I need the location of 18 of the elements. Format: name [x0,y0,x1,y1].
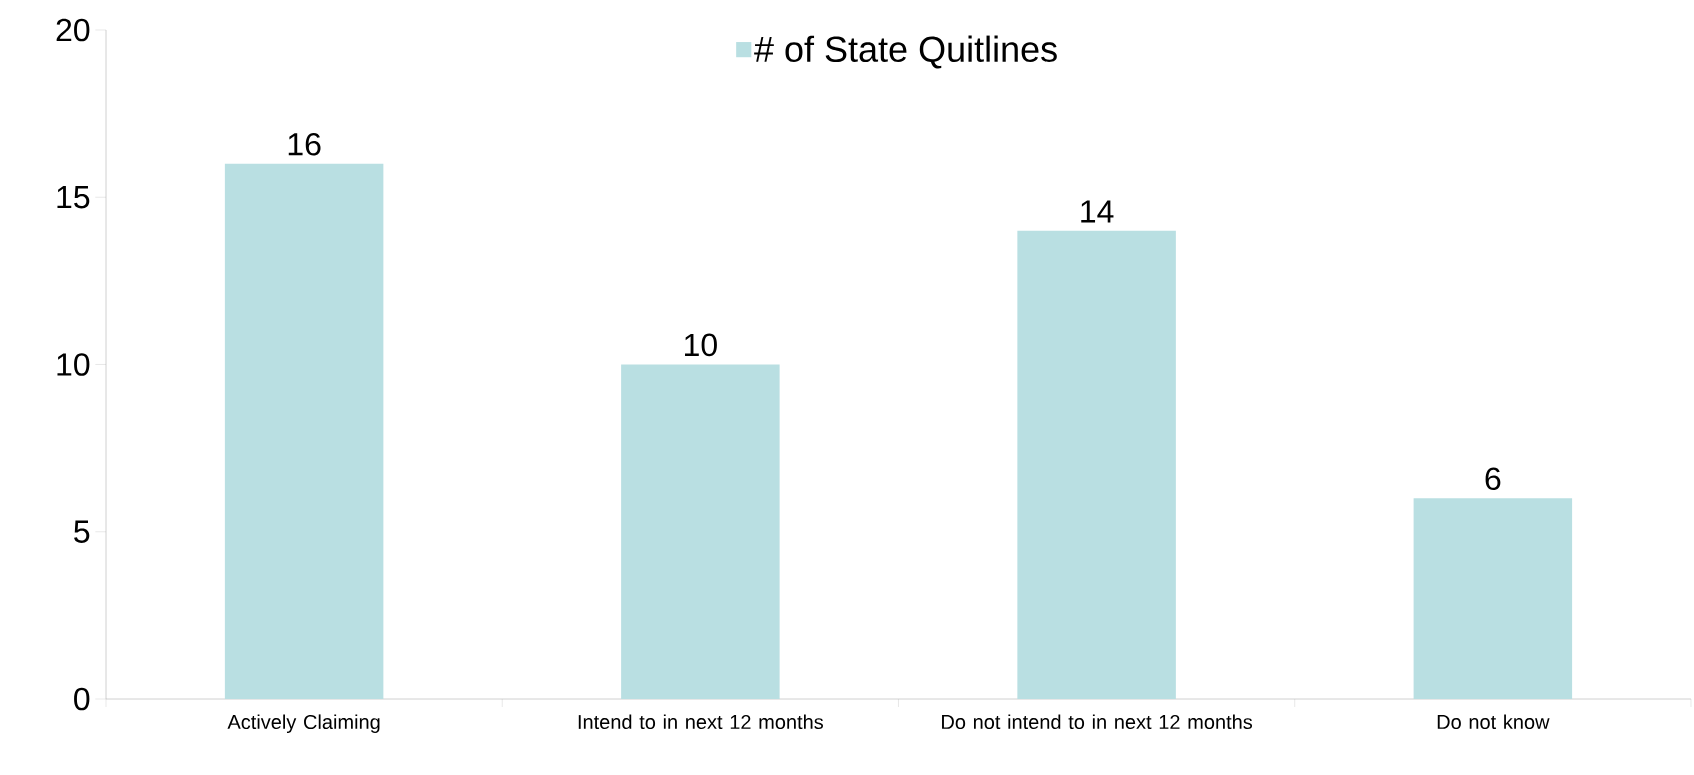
data-label: 6 [1485,467,1501,491]
bar [1413,498,1573,699]
data-label: 16 [288,132,321,156]
y-tick-label: 20 [56,18,90,42]
y-tick-label: 10 [57,353,90,376]
y-tick-label: 0 [74,687,90,711]
data-label: 10 [685,333,717,357]
y-tick-label: 15 [57,186,90,209]
y-tick-label: 5 [74,520,90,543]
legend-label: # of State Quitlines [754,35,1057,69]
data-label: 14 [1081,200,1114,223]
x-tick-label: Do not intend to in next 12 months [942,714,1253,730]
x-tick-label: Do not know [1437,714,1550,730]
bar [224,163,384,699]
bar [621,364,780,699]
x-tick-label: Actively Claiming [227,714,380,734]
bar [1017,230,1176,699]
x-tick-label: Intend to in next 12 months [578,714,823,730]
